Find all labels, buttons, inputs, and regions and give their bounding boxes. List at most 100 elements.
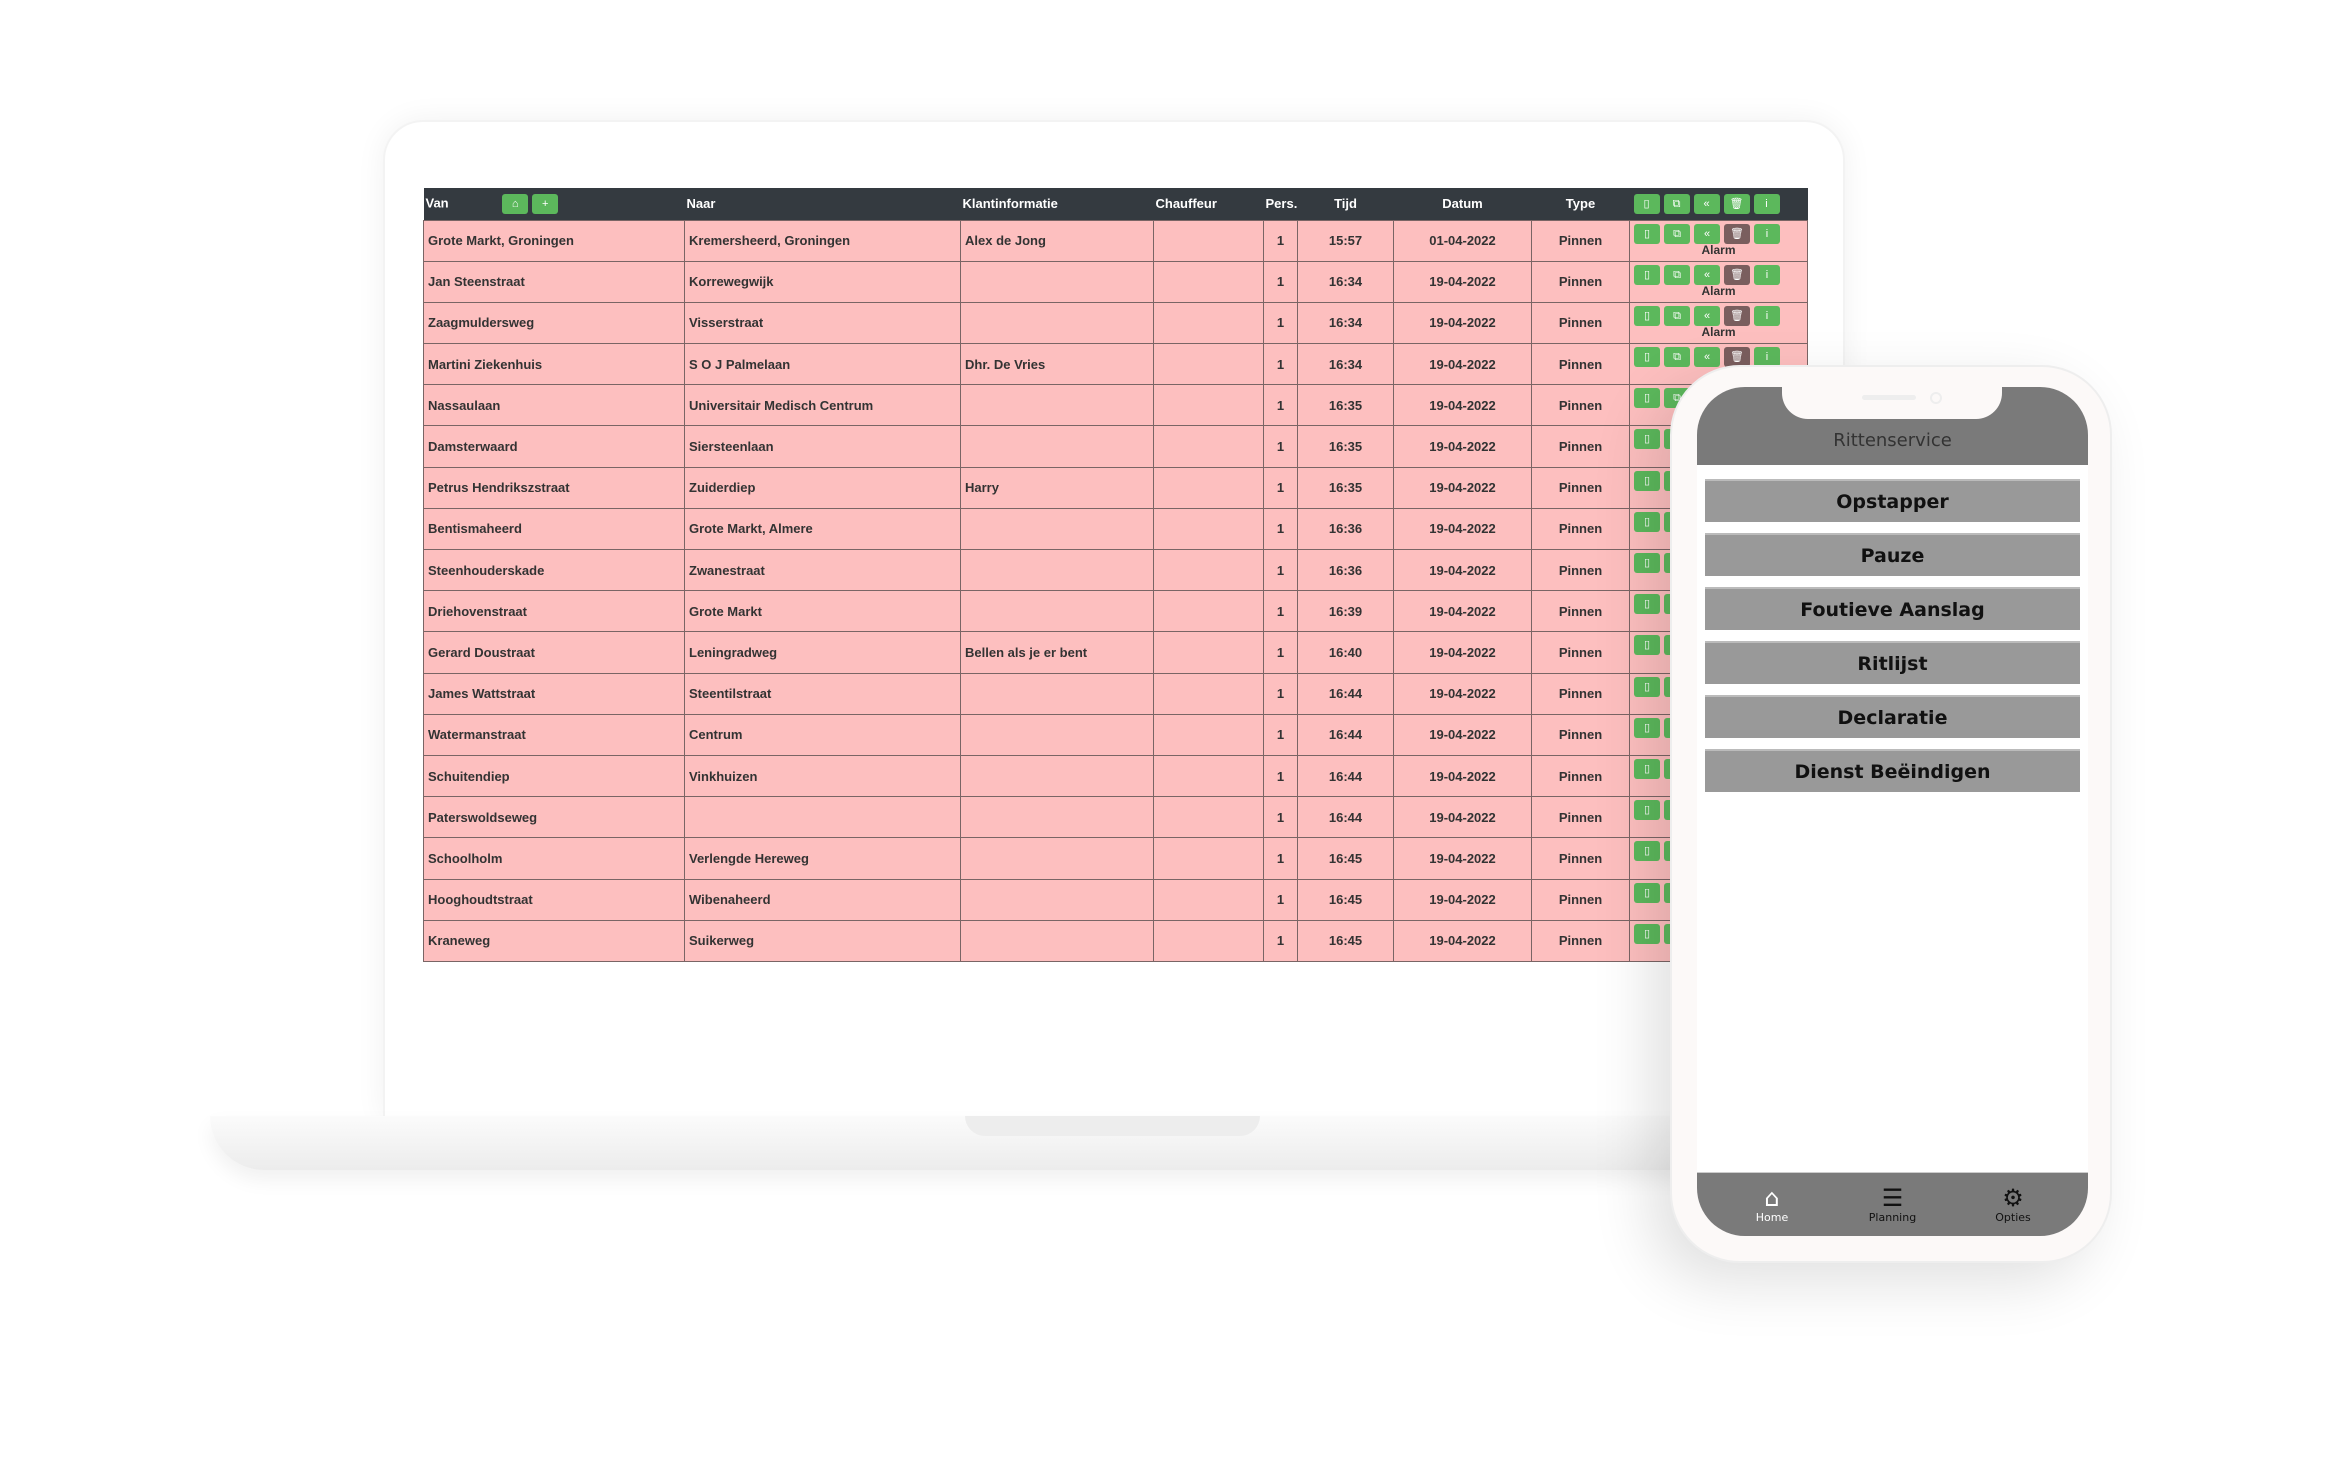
declaratie-button[interactable]: Declaratie [1705, 695, 2080, 738]
phone-button[interactable]: ▯ [1634, 841, 1660, 862]
table-row[interactable]: Gerard Doustraat Leningradweg Bellen als j… [423, 631, 1808, 674]
phone-button[interactable]: ▯ [1634, 758, 1660, 779]
cell-tijd: 16:36 [1297, 507, 1394, 551]
phone-button[interactable]: ▯ [1634, 511, 1660, 532]
cell-tijd: 16:45 [1297, 878, 1394, 921]
phone-button[interactable]: ▯ [1634, 923, 1660, 944]
cell-klant [960, 837, 1154, 880]
rewind-button[interactable]: « [1694, 264, 1720, 285]
rewind-icon: « [1703, 197, 1710, 210]
phone-icon: ▯ [1643, 598, 1651, 611]
table-row[interactable]: Petrus Hendrikszstraat Zuiderdiep Harry 1 16… [423, 466, 1808, 509]
delete-button[interactable]: 🗑 [1724, 305, 1750, 326]
info-icon: i [1765, 268, 1769, 281]
phone-button[interactable]: ▯ [1634, 388, 1660, 409]
phone-button[interactable]: ▯ [1634, 429, 1660, 450]
table-row[interactable]: Jan Steenstraat Korrewegwijk 1 16:34 19-04-2… [423, 260, 1808, 303]
table-row[interactable]: Watermanstraat Centrum 1 16:44 19-04-2022 Pin… [423, 713, 1808, 756]
phone-button[interactable]: ▯ [1634, 800, 1660, 821]
tab-planning[interactable]: ☰ Planning [1868, 1184, 1917, 1224]
copy-button[interactable]: ⧉ [1664, 264, 1690, 285]
cell-naar: Centrum [684, 713, 961, 756]
cell-van: Steenhouderskade [423, 548, 685, 592]
cell-pers: 1 [1263, 466, 1298, 509]
phone-button[interactable]: ▯ [1634, 470, 1660, 491]
tab-opties[interactable]: ⚙ Opties [1995, 1184, 2031, 1224]
home-icon: ⌂ [511, 197, 519, 210]
cell-chauffeur [1153, 713, 1264, 756]
phone-button[interactable]: ▯ [1634, 347, 1660, 368]
tab-home[interactable]: ⌂ Home [1755, 1184, 1789, 1224]
cell-naar: Wibenaheerd [684, 878, 961, 921]
table-row[interactable]: Kraneweg Suikerweg 1 16:45 19-04-2022 Pinnen ▯… [423, 919, 1808, 962]
table-row[interactable]: Hooghoudtstraat Wibenaheerd 1 16:45 19-04-20… [423, 878, 1808, 921]
info-button[interactable]: i [1754, 223, 1780, 244]
table-row[interactable]: Nassaulaan Universitair Medisch Centrum 1 1… [423, 384, 1808, 427]
ritlijst-button[interactable]: Ritlijst [1705, 641, 2080, 684]
rewind-button[interactable]: « [1694, 347, 1720, 368]
add-ride-button[interactable]: + [532, 193, 559, 214]
foutieve-aanslag-button[interactable]: Foutieve Aanslag [1705, 587, 2080, 630]
cell-van: Damsterwaard [423, 425, 685, 468]
delete-button[interactable]: 🗑 [1724, 264, 1750, 285]
home-icon: ⌂ [1764, 1184, 1780, 1212]
cell-pers: 1 [1263, 796, 1298, 839]
home-button[interactable]: ⌂ [502, 193, 529, 214]
rewind-button[interactable]: « [1694, 305, 1720, 326]
copy-button[interactable]: ⧉ [1664, 223, 1690, 244]
trash-all-button[interactable]: 🗑 [1723, 193, 1750, 214]
dienst-beeindigen-button[interactable]: Dienst Beëindigen [1705, 749, 2080, 792]
delete-button[interactable]: 🗑 [1724, 223, 1750, 244]
rewind-icon: « [1703, 268, 1711, 281]
phone-button[interactable]: ▯ [1634, 594, 1660, 615]
table-row[interactable]: Steenhouderskade Zwanestraat 1 16:36 19-04-2… [423, 548, 1808, 592]
table-row[interactable]: Driehovenstraat Grote Markt 1 16:39 19-04-20… [423, 590, 1808, 633]
cell-datum: 01-04-2022 [1393, 219, 1532, 262]
cell-klant [960, 507, 1154, 551]
trash-icon: 🗑 [1730, 227, 1744, 240]
phone-button[interactable]: ▯ [1634, 635, 1660, 656]
phone-button[interactable]: ▯ [1634, 305, 1660, 326]
info-button[interactable]: i [1754, 305, 1780, 326]
phone-button[interactable]: ▯ [1634, 676, 1660, 697]
phone-all-button[interactable]: ▯ [1633, 193, 1660, 214]
table-row[interactable]: Bentismaheerd Grote Markt, Almere 1 16:36 19… [423, 507, 1808, 551]
phone-button[interactable]: ▯ [1634, 264, 1660, 285]
cell-datum: 19-04-2022 [1393, 260, 1532, 303]
cell-datum: 19-04-2022 [1393, 713, 1532, 756]
phone-button[interactable]: ▯ [1634, 717, 1660, 738]
table-row[interactable]: James Wattstraat Steentilstraat 1 16:44 19-0… [423, 672, 1808, 715]
phone-button[interactable]: ▯ [1634, 882, 1660, 903]
phone-icon: ▯ [1643, 309, 1651, 322]
info-button[interactable]: i [1754, 264, 1780, 285]
cell-type: Pinnen [1531, 878, 1630, 921]
table-row[interactable]: Martini Ziekenhuis S O J Palmelaan Dhr. De… [423, 343, 1808, 386]
cell-klant: Harry [960, 466, 1154, 509]
phone-button[interactable]: ▯ [1634, 223, 1660, 244]
copy-all-button[interactable]: ⧉ [1663, 193, 1690, 214]
copy-button[interactable]: ⧉ [1664, 347, 1690, 368]
phone-icon: ▯ [1643, 927, 1651, 940]
pauze-button[interactable]: Pauze [1705, 533, 2080, 576]
table-row[interactable]: Schuitendiep Vinkhuizen 1 16:44 19-04-2022 Pi… [423, 754, 1808, 798]
copy-button[interactable]: ⧉ [1664, 305, 1690, 326]
table-row[interactable]: Damsterwaard Siersteenlaan 1 16:35 19-04-202… [423, 425, 1808, 468]
opstapper-button[interactable]: Opstapper [1705, 479, 2080, 522]
info-all-button[interactable]: i [1753, 193, 1780, 214]
table-row[interactable]: Grote Markt, Groningen Kremersheerd, Gron… [423, 219, 1808, 262]
cell-tijd: 16:35 [1297, 425, 1394, 468]
info-button[interactable]: i [1754, 347, 1780, 368]
copy-icon: ⧉ [1673, 309, 1681, 322]
table-row[interactable]: Zaagmuldersweg Visserstraat 1 16:34 19-04-20… [423, 301, 1808, 345]
rewind-all-button[interactable]: « [1693, 193, 1720, 214]
cell-actions: ▯ ⧉ « 🗑 i Alarm [1629, 301, 1808, 345]
cell-pers: 1 [1263, 672, 1298, 715]
rewind-button[interactable]: « [1694, 223, 1720, 244]
delete-button[interactable]: 🗑 [1724, 347, 1750, 368]
phone-button[interactable]: ▯ [1634, 553, 1660, 573]
cell-datum: 19-04-2022 [1393, 672, 1532, 715]
table-row[interactable]: Paterswoldseweg116:4419-04-2022Pinnen▯⧉«… [423, 796, 1808, 839]
cell-tijd: 16:39 [1297, 590, 1394, 633]
cell-naar: Siersteenlaan [684, 425, 961, 468]
table-row[interactable]: Schoolholm Verlengde Hereweg 1 16:45 19-04-2… [423, 837, 1808, 880]
